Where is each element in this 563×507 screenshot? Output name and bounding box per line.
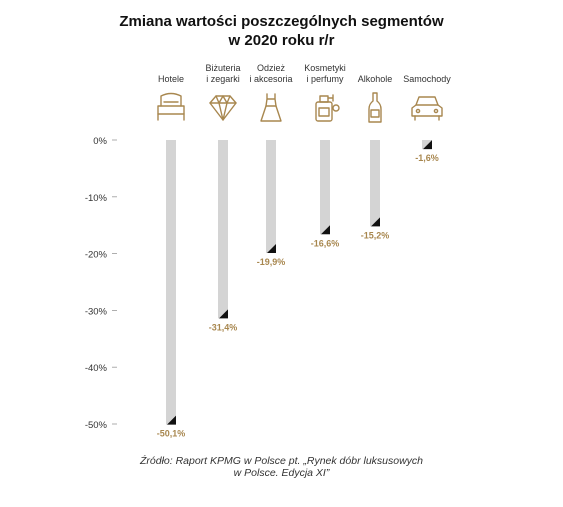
y-tick-label: -50% [85, 420, 108, 431]
category-label: Alkohole [358, 74, 393, 84]
bar-end-marker [321, 225, 330, 235]
data-label: -19,9% [257, 257, 286, 267]
bar-end-marker [219, 309, 228, 319]
bottle-icon [368, 92, 382, 123]
bar-end-marker [423, 140, 432, 150]
bar [266, 140, 276, 254]
bar [320, 140, 330, 235]
y-axis: 0% -10% -20% -30% -40% -50% [85, 136, 117, 431]
bar-end-marker [371, 217, 380, 227]
category-label: Hotele [158, 74, 184, 84]
hotel-bed-icon [157, 92, 185, 121]
y-tick-label: -30% [85, 306, 108, 317]
y-tick-label: -20% [85, 250, 108, 261]
source-line-1: Źródło: Raport KPMG w Polsce pt. „Rynek … [139, 455, 424, 467]
category-icons [157, 92, 443, 123]
category-label: i akcesoria [249, 74, 292, 84]
category-label: Kosmetyki [304, 63, 346, 73]
data-label: -31,4% [209, 322, 238, 332]
y-tick-label: -40% [85, 363, 108, 374]
category-label: i perfumy [306, 74, 344, 84]
data-label: -50,1% [157, 429, 186, 439]
bar [370, 140, 380, 227]
bar [166, 140, 176, 425]
category-label: Biżuteria [205, 63, 240, 73]
value-labels: -50,1% -31,4% -19,9% -16,6% -15,2% -1,6% [157, 153, 439, 438]
bars [166, 140, 432, 425]
perfume-bottle-icon [315, 94, 340, 122]
diamond-icon [209, 95, 237, 121]
bar [218, 140, 228, 319]
data-label: -16,6% [311, 238, 340, 248]
chart-title-line-2: w 2020 roku r/r [228, 32, 335, 49]
data-label: -1,6% [415, 153, 439, 163]
category-label: Samochody [403, 74, 451, 84]
data-label: -15,2% [361, 230, 390, 240]
car-icon [411, 96, 443, 121]
chart-title: Zmiana wartości poszczególnych segmentów… [0, 12, 563, 50]
y-tick-label: -10% [85, 193, 108, 204]
category-label: Odzież [257, 63, 286, 73]
bar-end-marker [267, 244, 276, 254]
bar-end-marker [167, 415, 176, 425]
y-tick-label: 0% [93, 136, 107, 147]
category-label: i zegarki [206, 74, 240, 84]
dress-icon [260, 93, 282, 122]
source-note: Źródło: Raport KPMG w Polsce pt. „Rynek … [0, 455, 563, 479]
bar [422, 140, 432, 150]
chart-title-line-1: Zmiana wartości poszczególnych segmentów [119, 13, 444, 30]
source-line-2: w Polsce. Edycja XI” [233, 467, 330, 479]
